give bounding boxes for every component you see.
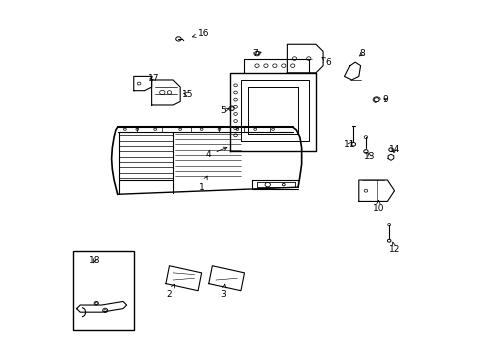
Text: 13: 13 <box>363 152 374 161</box>
Text: 3: 3 <box>220 284 225 299</box>
Text: 1: 1 <box>198 176 207 192</box>
Bar <box>73 251 134 330</box>
Text: 8: 8 <box>359 49 365 58</box>
Text: 17: 17 <box>147 74 159 83</box>
Text: 2: 2 <box>166 284 174 299</box>
Text: 9: 9 <box>382 95 387 104</box>
Text: 11: 11 <box>344 140 355 149</box>
Text: 10: 10 <box>372 201 384 213</box>
Text: 6: 6 <box>321 57 331 67</box>
Text: 4: 4 <box>205 147 226 159</box>
Text: 14: 14 <box>388 145 399 154</box>
Text: 7: 7 <box>252 49 261 58</box>
Text: 18: 18 <box>88 256 100 265</box>
Text: 5: 5 <box>220 106 228 115</box>
Text: 15: 15 <box>181 90 193 99</box>
Text: 12: 12 <box>388 242 399 254</box>
Text: 16: 16 <box>192 29 209 38</box>
